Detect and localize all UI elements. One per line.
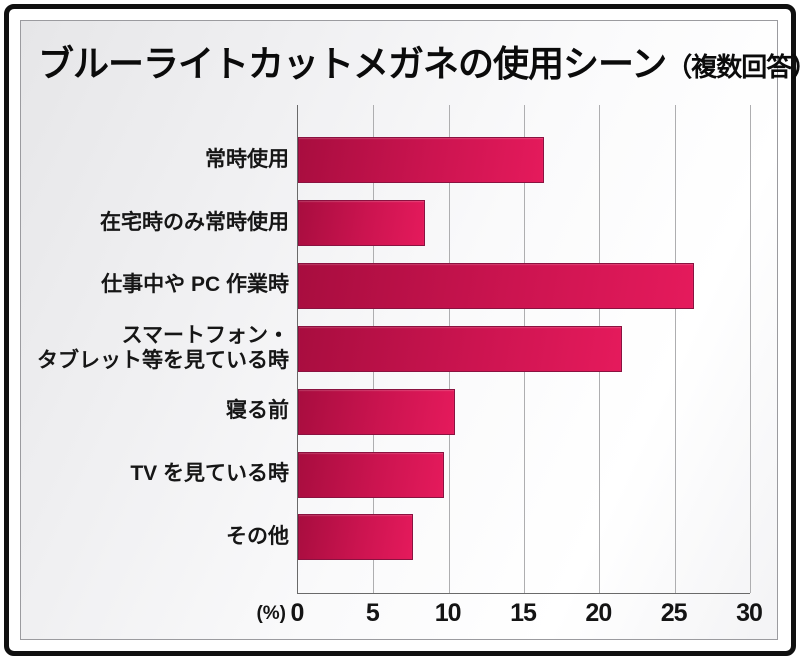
category-label: 寝る前 — [226, 399, 289, 423]
x-axis-unit-label: (%) — [256, 603, 286, 624]
category-label: TV を見ている時 — [130, 462, 289, 486]
chart-panel: ブルーライトカットメガネの使用シーン（複数回答） 常時使用在宅時のみ常時使用仕事… — [20, 20, 800, 640]
chart-bar — [298, 514, 413, 561]
chart-bar — [298, 262, 695, 309]
gridline — [750, 105, 751, 593]
chart-title-main: ブルーライトカットメガネの使用シーン — [38, 43, 667, 84]
x-tick-label: 25 — [660, 599, 688, 627]
chart-bar — [298, 325, 622, 372]
chart-bar — [298, 388, 455, 435]
x-tick-label: 30 — [736, 599, 763, 627]
chart-bar — [298, 137, 544, 183]
category-label: スマートフォン・ タブレット等を見ている時 — [37, 323, 289, 372]
chart-bar — [298, 199, 425, 246]
category-label: その他 — [226, 525, 289, 548]
chart-bar — [298, 451, 445, 498]
category-label: 在宅時のみ常時使用 — [100, 210, 289, 234]
x-tick-label: 20 — [585, 599, 612, 627]
chart-title: ブルーライトカットメガネの使用シーン（複数回答） — [38, 35, 800, 87]
chart-title-note: （複数回答） — [666, 52, 800, 82]
x-tick-label: 5 — [365, 599, 380, 627]
plot-area — [297, 105, 751, 594]
x-tick-label: 15 — [510, 599, 537, 627]
x-tick-label: 10 — [434, 599, 462, 627]
category-label: 常時使用 — [205, 147, 289, 171]
category-label: 仕事中や PC 作業時 — [101, 273, 289, 297]
x-tick-label: 0 — [290, 599, 305, 627]
gridline — [674, 105, 676, 593]
